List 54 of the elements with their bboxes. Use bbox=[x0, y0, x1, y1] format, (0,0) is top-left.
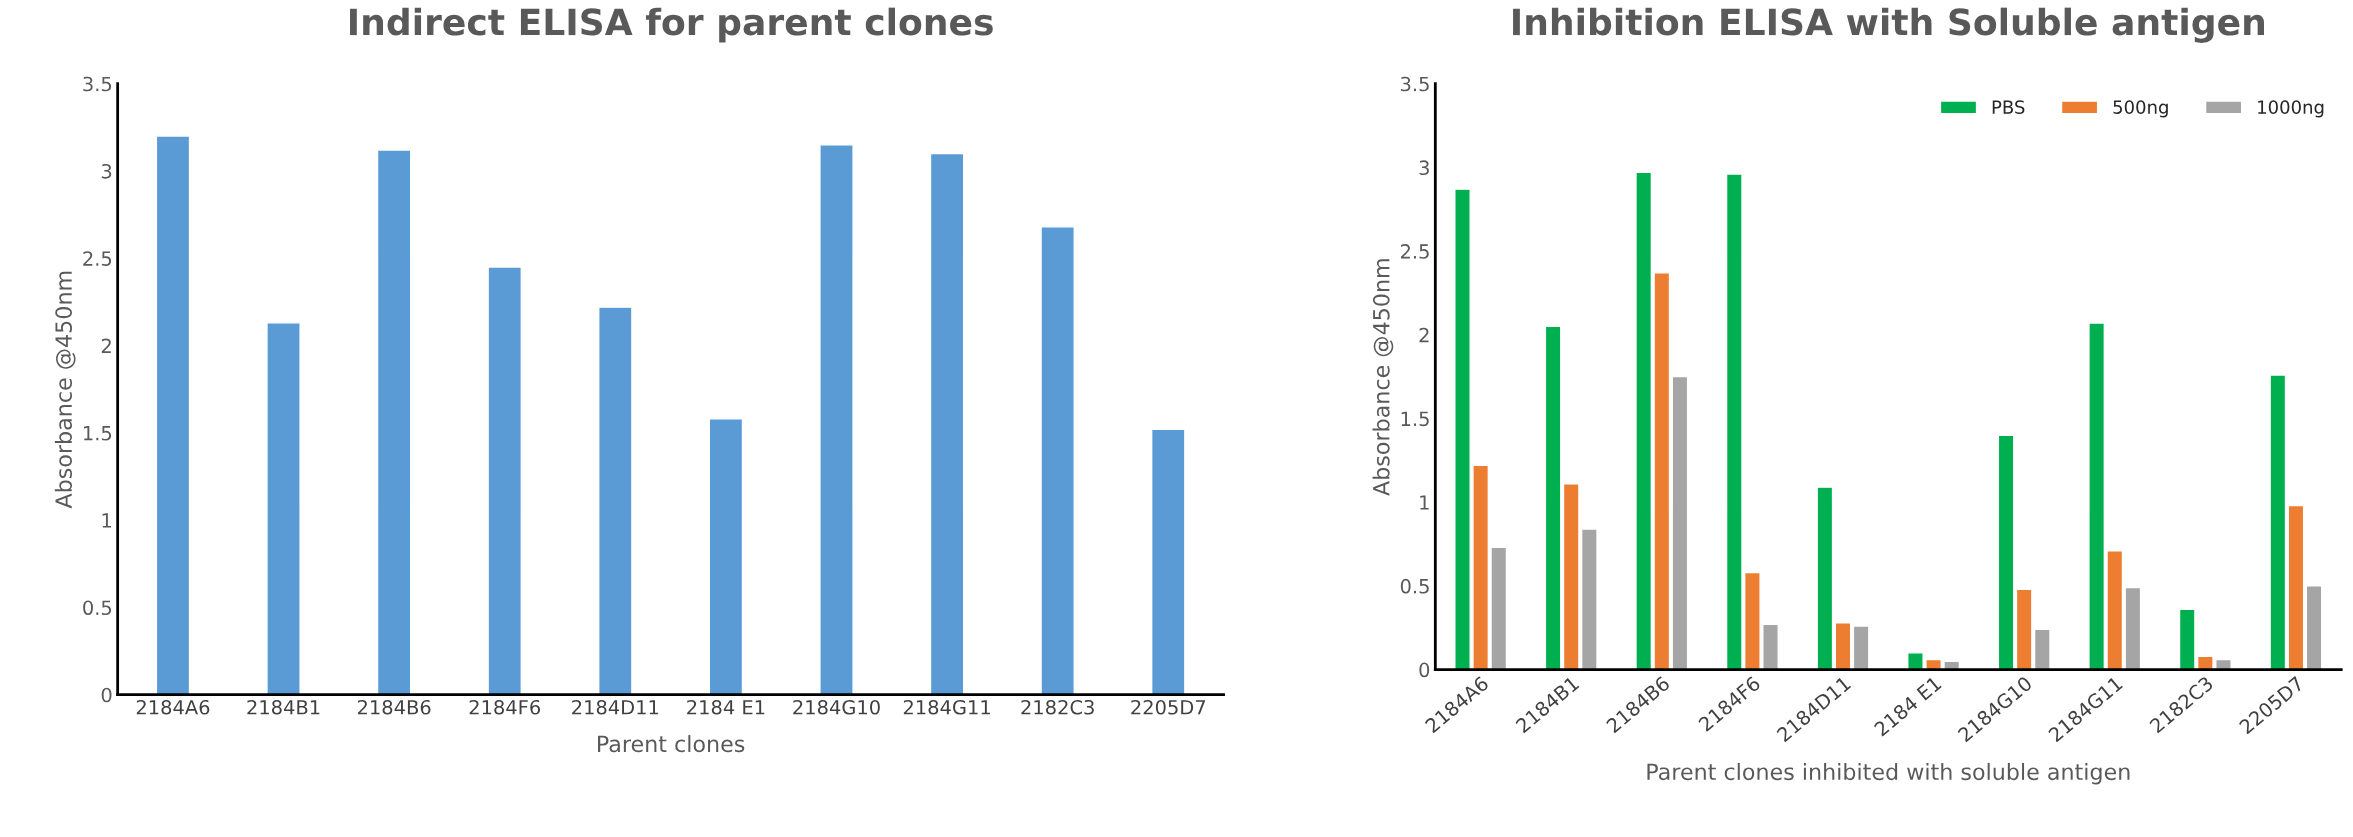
y-tick-label: 0 bbox=[101, 687, 112, 703]
y-tick-label: 1.5 bbox=[1401, 411, 1429, 427]
bar bbox=[2287, 504, 2305, 670]
x-tick-label: 2184A6 bbox=[136, 699, 210, 715]
bar bbox=[1671, 375, 1689, 670]
bar bbox=[598, 306, 633, 695]
bar bbox=[1544, 325, 1562, 670]
bar bbox=[2269, 374, 2287, 670]
legend-label: 1000ng bbox=[2258, 100, 2324, 118]
bar bbox=[266, 322, 301, 695]
bar bbox=[2305, 585, 2323, 670]
bar bbox=[155, 135, 191, 695]
x-tick-label: 2182C3 bbox=[1021, 699, 1094, 715]
y-tick-label: 0.5 bbox=[1400, 578, 1429, 594]
bar bbox=[1150, 428, 1186, 695]
y-tick-label: 0.5 bbox=[83, 600, 112, 616]
x-tick-label: 2184G10 bbox=[793, 699, 880, 715]
chart-title: Inhibition ELISA with Soluble antigen bbox=[1513, 7, 2264, 43]
bar bbox=[819, 144, 854, 695]
y-tick-label: 2 bbox=[1419, 327, 1429, 343]
y-tick-label: 3 bbox=[101, 163, 112, 179]
x-tick-label: 2184 E1 bbox=[687, 699, 765, 715]
y-axis-title: Absorbance @450nm bbox=[54, 271, 76, 509]
x-tick-label: 2184B6 bbox=[357, 699, 431, 715]
bar bbox=[1816, 486, 1834, 670]
bar bbox=[1852, 625, 1870, 670]
legend-label: PBS bbox=[1992, 100, 2025, 114]
bar bbox=[708, 418, 744, 695]
x-tick-label: 2184B1 bbox=[247, 699, 320, 715]
y-axis-title: Absorbance @450nm bbox=[1372, 259, 1394, 496]
y-tick-label: 1 bbox=[1420, 495, 1429, 510]
x-tick-label: 2205D7 bbox=[1131, 699, 1206, 715]
x-axis-title: Parent clones inhibited with soluble antigen bbox=[1647, 762, 2130, 785]
y-tick-label: 2 bbox=[101, 338, 111, 353]
y-tick-label: 3 bbox=[1419, 160, 1429, 176]
x-tick-label: 2184F6 bbox=[469, 699, 541, 715]
x-tick-label: 2184D11 bbox=[572, 699, 659, 715]
y-tick-label: 1 bbox=[102, 513, 111, 528]
y-tick-label: 3.5 bbox=[1401, 76, 1429, 92]
x-axis-title: Parent clones bbox=[598, 735, 745, 753]
bar bbox=[376, 149, 412, 695]
y-tick-label: 2.5 bbox=[1400, 244, 1429, 259]
y-tick-label: 0 bbox=[1419, 662, 1430, 678]
y-tick-label: 2.5 bbox=[83, 251, 112, 266]
chart-title: Indirect ELISA for parent clones bbox=[350, 7, 993, 43]
bar bbox=[1834, 622, 1852, 670]
bar bbox=[1040, 226, 1075, 695]
bar bbox=[487, 266, 523, 695]
bar bbox=[929, 152, 965, 695]
legend-label: 500ng bbox=[2113, 100, 2168, 118]
y-tick-label: 3.5 bbox=[83, 76, 112, 92]
bar bbox=[1997, 434, 2015, 670]
x-tick-label: 2184G11 bbox=[903, 699, 990, 715]
y-tick-label: 1.5 bbox=[84, 426, 112, 441]
